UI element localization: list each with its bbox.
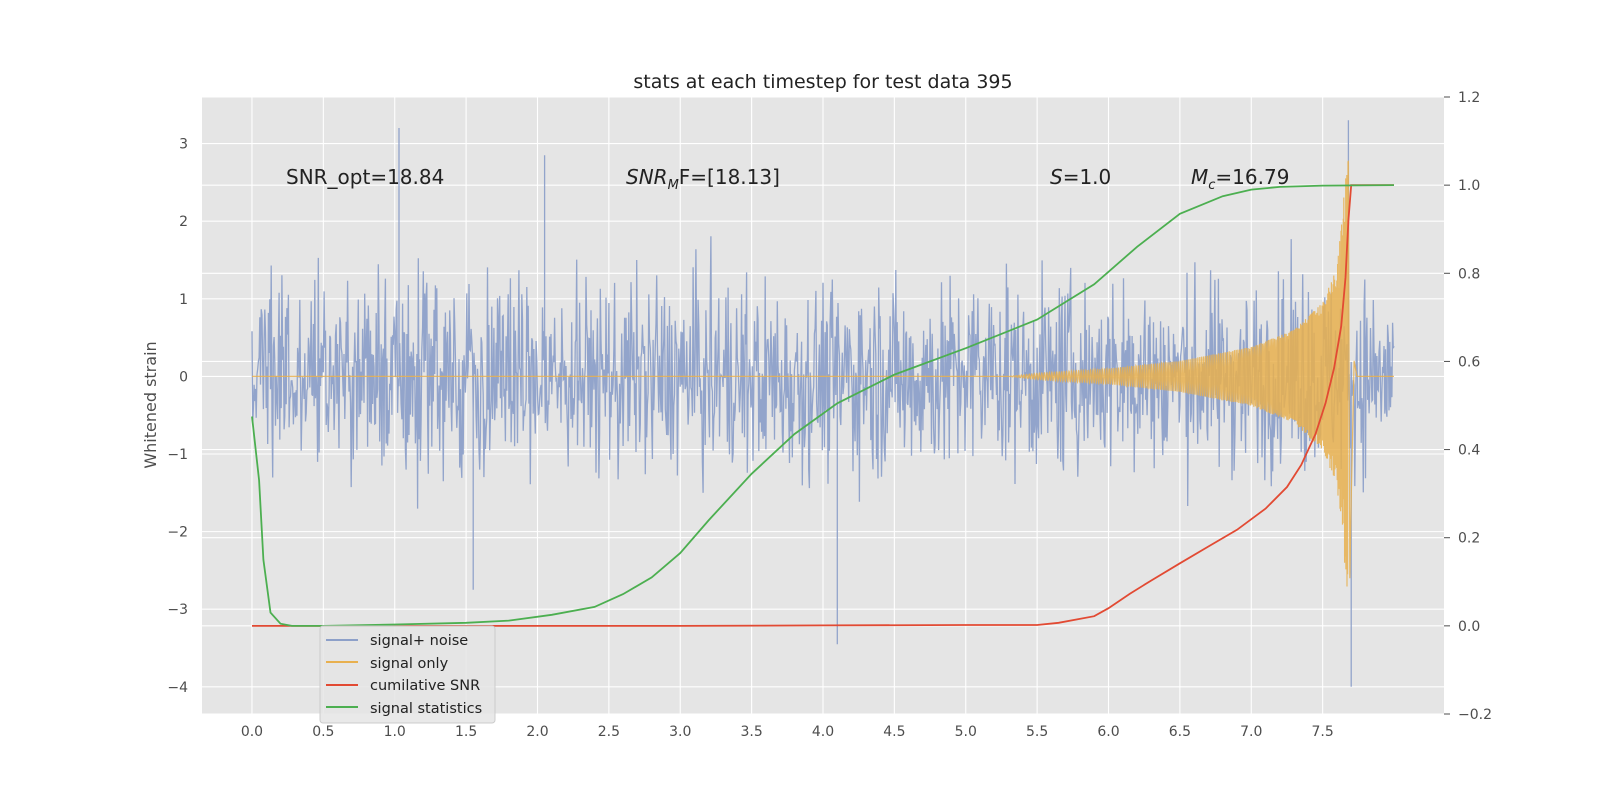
annotation-snr-mf-value: F=[18.13]	[679, 165, 780, 189]
y2-tick-label: 0.0	[1458, 619, 1480, 635]
y-axis-label: Whitened strain	[141, 341, 160, 468]
annotation-mc: Mc=16.79	[1191, 165, 1289, 193]
x-tick-label: 5.5	[1026, 724, 1048, 740]
series-layer	[251, 120, 1395, 687]
x-tick-label: 7.5	[1312, 724, 1334, 740]
annotation-snr-opt: SNR_opt=18.84	[286, 165, 444, 189]
x-tick-label: 4.0	[812, 724, 834, 740]
series-signal-statistics	[251, 184, 1395, 627]
x-tick-label: 3.0	[669, 724, 691, 740]
y-tick-label: −3	[167, 602, 188, 618]
x-tick-label: 3.5	[740, 724, 762, 740]
annotation-mc-symbol: M	[1191, 165, 1208, 189]
annotations: SNR_opt=18.84 SNRMF=[18.13] S=1.0 Mc=16.…	[286, 165, 1289, 193]
annotation-snr-mf: SNRMF=[18.13]	[626, 165, 780, 193]
y-tick-label: 0	[179, 369, 188, 385]
y2-tick-label: 1.0	[1458, 178, 1480, 194]
y2-tick-label: 0.2	[1458, 531, 1480, 547]
legend: signal+ noise signal only cumilative SNR…	[319, 625, 496, 724]
x-tick-label: 2.5	[598, 724, 620, 740]
y-tick-label: −4	[167, 680, 188, 696]
y-tick-label: 2	[179, 214, 188, 230]
annotation-s: S=1.0	[1050, 165, 1111, 189]
y2-tick-label: 0.4	[1458, 443, 1480, 459]
annotation-s-value: =1.0	[1063, 165, 1112, 189]
x-tick-label: 6.5	[1169, 724, 1191, 740]
legend-label-signal-only: signal only	[370, 656, 449, 672]
y2-tick-label: −0.2	[1458, 707, 1492, 723]
legend-box	[319, 625, 496, 724]
annotation-mc-value: =16.79	[1215, 165, 1289, 189]
legend-label-signal-noise: signal+ noise	[370, 633, 468, 649]
annotation-mc-subscript: c	[1208, 178, 1215, 193]
x-tick-label: 2.0	[526, 724, 548, 740]
annotation-snr-mf-symbol: SNR	[626, 165, 668, 189]
series-signal-only	[252, 160, 1394, 587]
y-tick-label: −1	[167, 447, 188, 463]
ticks: 0.0 0.5 1.0 1.5 2.0 2.5 3.0 3.5 4.0 4.5 5.0 5.5 6.0 6…	[167, 90, 1492, 740]
x-tick-label: 0.0	[241, 724, 263, 740]
x-tick-label: 1.5	[455, 724, 477, 740]
legend-label-signal-statistics: signal statistics	[370, 701, 482, 717]
y2-tick-label: 0.8	[1458, 266, 1480, 282]
annotation-s-symbol: S	[1050, 165, 1063, 189]
x-tick-label: 0.5	[312, 724, 334, 740]
x-tick-label: 6.0	[1097, 724, 1119, 740]
x-tick-label: 4.5	[883, 724, 905, 740]
y2-tick-label: 0.6	[1458, 354, 1480, 370]
chart-title: stats at each timestep for test data 395	[633, 71, 1012, 93]
y-tick-label: 3	[179, 137, 188, 153]
series-cumulative-snr	[252, 184, 1394, 627]
y-tick-label: −2	[167, 525, 188, 541]
x-tick-label: 5.0	[955, 724, 977, 740]
y-tick-label: 1	[179, 292, 188, 308]
y2-tick-label: 1.2	[1458, 90, 1480, 106]
annotation-snr-mf-subscript: M	[668, 178, 679, 193]
x-tick-label: 1.0	[384, 724, 406, 740]
legend-label-cumulative-snr: cumilative SNR	[370, 678, 480, 694]
x-tick-label: 7.0	[1240, 724, 1262, 740]
